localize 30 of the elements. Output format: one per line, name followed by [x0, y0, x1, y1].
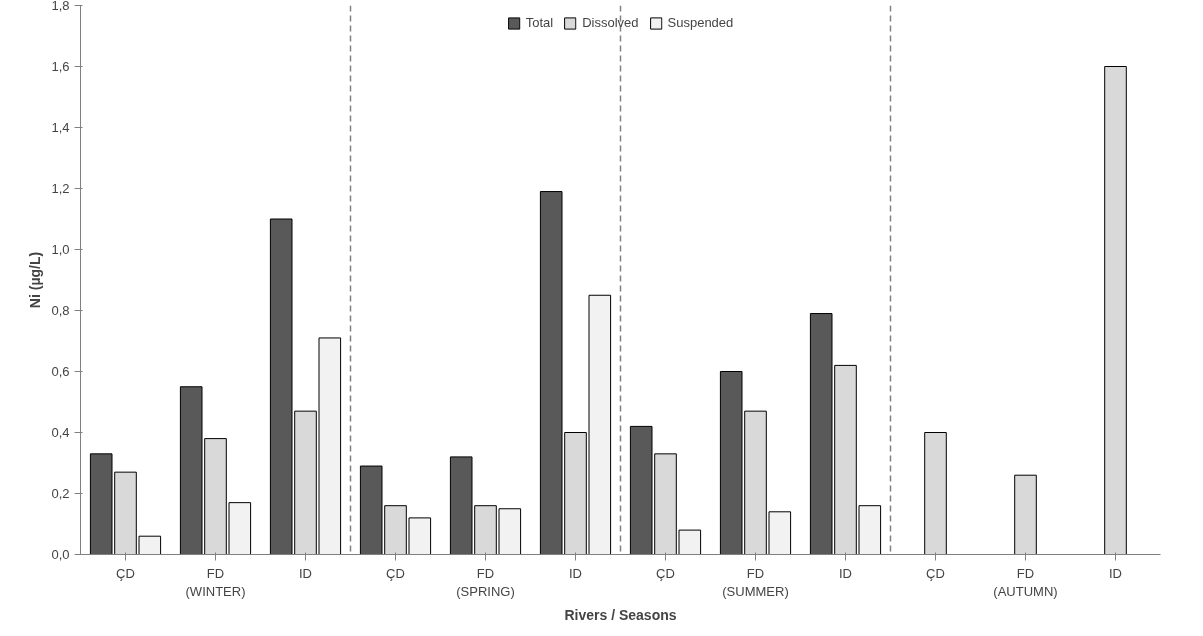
bar [1014, 474, 1037, 555]
legend-label: Total [525, 15, 554, 30]
bar [924, 432, 947, 555]
y-axis-title: Ni (µg/L) [27, 251, 44, 309]
x-tick-label: ID [839, 565, 852, 581]
legend-label: Dissolved [582, 15, 639, 30]
x-tick-label: ÇD [656, 565, 675, 581]
x-tick-label: FD (SUMMER) [722, 565, 789, 599]
x-tick-label: ID [299, 565, 312, 581]
y-tick-label: 0,8 [51, 303, 70, 318]
y-tick-label: 0,0 [51, 547, 70, 562]
x-tick-label: FD (AUTUMN) [993, 565, 1058, 599]
x-tick-label: FD (SPRING) [456, 565, 515, 599]
x-tick-label: FD (WINTER) [185, 565, 246, 599]
x-tick-label: ID [569, 565, 582, 581]
x-tick-label: ID [1109, 565, 1122, 581]
y-tick-label: 1,0 [51, 242, 70, 257]
legend-label: Suspended [667, 15, 734, 30]
y-tick-label: 1,6 [51, 59, 70, 74]
x-tick-label: ÇD [116, 565, 135, 581]
x-axis-title: Rivers / Seasons [564, 606, 677, 623]
y-tick-label: 0,2 [51, 486, 70, 501]
y-tick-label: 1,8 [51, 0, 70, 13]
x-tick-label: ÇD [926, 565, 945, 581]
y-tick-label: 1,2 [51, 181, 70, 196]
bar [1104, 66, 1127, 555]
y-tick-label: 0,6 [51, 364, 70, 379]
y-tick-label: 0,4 [51, 425, 70, 440]
y-tick-label: 1,4 [51, 120, 70, 135]
x-tick-label: ÇD [386, 565, 405, 581]
